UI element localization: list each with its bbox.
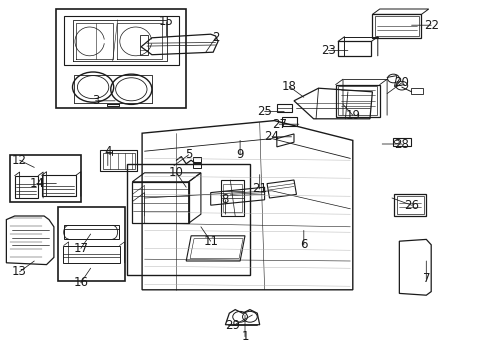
Bar: [193, 163, 201, 168]
Bar: [338, 86, 377, 115]
Bar: [100, 150, 137, 171]
Bar: [193, 157, 201, 162]
Text: 4: 4: [104, 145, 112, 158]
Text: 29: 29: [225, 319, 240, 332]
Text: 24: 24: [265, 130, 279, 143]
Bar: [103, 153, 135, 169]
Bar: [397, 196, 424, 214]
Text: 27: 27: [272, 118, 287, 131]
Text: 22: 22: [424, 19, 439, 32]
Text: 3: 3: [92, 94, 99, 107]
Text: 17: 17: [74, 242, 88, 255]
Text: 13: 13: [12, 265, 27, 278]
Bar: [140, 35, 148, 55]
Text: 7: 7: [422, 273, 430, 285]
Text: 12: 12: [12, 154, 27, 167]
Text: 8: 8: [221, 193, 229, 206]
Text: 10: 10: [169, 166, 184, 179]
Text: 15: 15: [159, 15, 174, 28]
Text: 28: 28: [394, 138, 409, 150]
Text: 19: 19: [345, 109, 360, 122]
Bar: [220, 180, 244, 216]
Bar: [63, 246, 120, 263]
Bar: [393, 138, 411, 146]
Text: 6: 6: [300, 238, 308, 251]
Text: 1: 1: [241, 330, 249, 343]
Bar: [336, 85, 380, 117]
Bar: [277, 104, 292, 112]
Bar: [132, 182, 189, 223]
Text: 18: 18: [282, 80, 296, 93]
Text: 11: 11: [203, 235, 218, 248]
Bar: [15, 176, 38, 198]
Bar: [56, 9, 186, 108]
Text: 14: 14: [29, 177, 44, 190]
Text: 5: 5: [185, 148, 193, 161]
Bar: [411, 88, 423, 94]
Bar: [58, 207, 125, 281]
Text: 20: 20: [394, 76, 409, 89]
Text: 9: 9: [236, 148, 244, 161]
Bar: [223, 184, 242, 212]
Bar: [375, 16, 419, 36]
Bar: [42, 175, 76, 196]
Bar: [338, 41, 371, 56]
Bar: [64, 16, 179, 65]
Text: 25: 25: [257, 105, 272, 118]
Text: 16: 16: [74, 276, 88, 289]
Bar: [10, 155, 81, 202]
Bar: [372, 14, 421, 38]
Bar: [64, 225, 119, 239]
Text: 2: 2: [212, 31, 220, 44]
Text: 21: 21: [252, 183, 267, 195]
Bar: [127, 164, 250, 275]
Text: 26: 26: [404, 199, 419, 212]
Bar: [282, 117, 297, 126]
Text: 23: 23: [321, 44, 336, 57]
Bar: [394, 194, 426, 216]
